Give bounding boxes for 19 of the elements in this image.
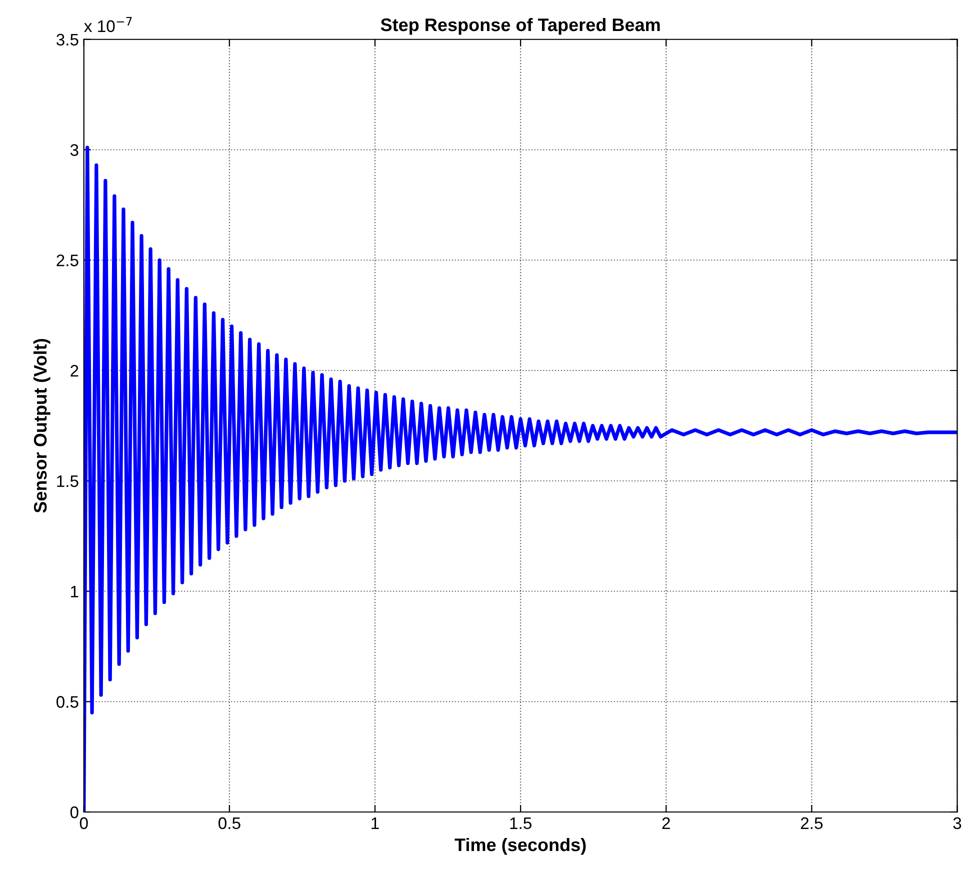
y-tick-label: 1.5: [57, 475, 78, 488]
x-tick-label: 2.5: [800, 817, 823, 830]
y-tick-label: 3: [70, 144, 78, 156]
x-tick-label: 3: [953, 817, 962, 830]
y-tick-label: 0.5: [56, 696, 78, 708]
y-axis-title: Sensor Output (Volt): [33, 338, 50, 513]
y-tick-label: 0: [70, 806, 78, 818]
x-tick-label: 1: [372, 817, 379, 829]
y-tick-label: 1: [71, 586, 78, 598]
y-tick-label: 3.5: [56, 34, 78, 46]
y-tick-label: 2: [70, 364, 78, 377]
x-tick-label: 0.5: [218, 817, 240, 830]
chart-title: Step Response of Tapered Beam: [380, 18, 660, 35]
x-tick-label: 2: [662, 817, 670, 829]
text: x 10$^{−7}$: [84, 17, 132, 32]
y-tick-label: 2.5: [56, 254, 78, 266]
x-tick-label: 0: [80, 817, 88, 830]
x-axis-title: Time (seconds): [454, 838, 586, 855]
x-tick-label: 1.5: [510, 817, 532, 830]
